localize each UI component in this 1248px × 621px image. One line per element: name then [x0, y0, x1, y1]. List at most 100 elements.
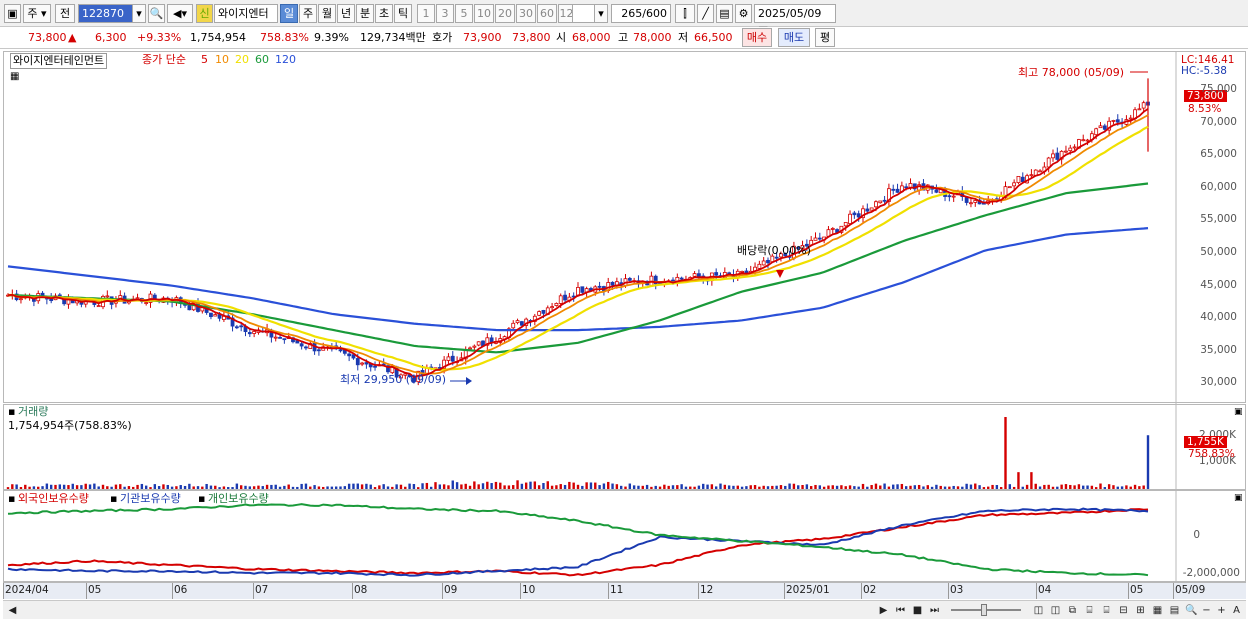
volume-bar [723, 484, 727, 489]
search-icon[interactable]: 🔍 [148, 4, 165, 23]
volume-bar [1051, 486, 1055, 489]
period-button-1[interactable]: 주 [299, 4, 317, 23]
buy-button[interactable]: 매수 [742, 28, 772, 47]
volume-last-pct: 758.83% [1188, 448, 1235, 460]
tool-icon-8[interactable]: ▦ [1152, 605, 1163, 616]
candle-body [973, 200, 978, 203]
ma120-line [7, 227, 1149, 332]
candle-body [399, 374, 403, 379]
scroll-left-icon[interactable]: ◀ [8, 605, 17, 616]
price-chart[interactable] [4, 52, 1247, 404]
chart-scrollbar[interactable]: ◀ ▶ ⏮ ■ ⏭ ◫ ◫ ⧉ ⌸ ⌸ ⊟ ⊞ ▦ ▤ 🔍 − + A [3, 600, 1246, 619]
count-field[interactable]: 265/600 [611, 4, 671, 23]
holding-close-icon[interactable]: ▣ [1234, 493, 1243, 503]
font-size-icon[interactable]: A [1233, 605, 1240, 616]
volume-bar [486, 481, 489, 489]
candle-body [338, 349, 343, 352]
window-icon[interactable]: ▣ [4, 4, 21, 23]
x-tick: 07 [255, 584, 269, 596]
number-button-3[interactable]: 10 [474, 4, 494, 23]
scroll-right-icon[interactable]: ▶ [879, 605, 888, 616]
volume-close-icon[interactable]: ▣ [1234, 407, 1243, 417]
candle-body [964, 197, 969, 203]
period-button-2[interactable]: 월 [318, 4, 336, 23]
volume-bar [62, 484, 66, 489]
volume-bar [740, 486, 744, 489]
candle-body [187, 305, 192, 311]
tool-icon-2[interactable]: ◫ [1050, 605, 1061, 616]
candle-body [679, 277, 684, 280]
volume-bar [231, 487, 234, 489]
tool-icon-7[interactable]: ⊞ [1136, 605, 1145, 616]
code-dropdown-icon[interactable]: ▾ [132, 4, 146, 23]
period-button-0[interactable]: 일 [280, 4, 298, 23]
volume-bar [54, 484, 57, 489]
volume-bar [339, 486, 342, 489]
code-input[interactable]: 122870 [78, 4, 146, 23]
fast-forward-icon[interactable]: ⏭ [930, 605, 939, 616]
date-field[interactable]: 2025/05/09 ▦ [754, 4, 836, 37]
blank-select-dropdown-icon[interactable]: ▾ [594, 4, 608, 23]
holding-chart[interactable] [4, 491, 1247, 583]
gear-icon[interactable]: ⚙ [735, 4, 752, 23]
period-button-6[interactable]: 틱 [394, 4, 412, 23]
volume-bar [434, 482, 437, 489]
candle-body [386, 365, 390, 373]
low-note: 최저 29,950 (09/09) [340, 373, 447, 386]
period-button-5[interactable]: 초 [375, 4, 393, 23]
period-select-value: 주 [27, 7, 38, 20]
zoom-search-icon[interactable]: 🔍 [1185, 605, 1198, 616]
volume-bar [857, 486, 860, 489]
zoom-out-icon[interactable]: − [1202, 605, 1211, 616]
volume-bar [710, 484, 714, 489]
volume-bar [149, 487, 152, 489]
tool-icon-4[interactable]: ⌸ [1086, 605, 1093, 616]
tool-icon-3[interactable]: ⧉ [1068, 605, 1077, 616]
volume-bar [594, 482, 597, 489]
tool-icon-9[interactable]: ▤ [1169, 605, 1180, 616]
candle-body [1081, 139, 1086, 142]
stop-icon[interactable]: ■ [912, 605, 923, 616]
volume-bar [900, 483, 904, 489]
volume-bar [512, 485, 515, 489]
volume-bar [1082, 485, 1085, 489]
number-button-2[interactable]: 5 [455, 4, 473, 23]
save-icon[interactable]: ▤ [716, 4, 733, 23]
number-button-0[interactable]: 1 [417, 4, 435, 23]
speaker-icon[interactable]: ◀▾ [167, 4, 193, 23]
period-button-4[interactable]: 분 [356, 4, 374, 23]
volume-bar [291, 486, 295, 489]
stock-name-field[interactable]: 와이지엔터 [214, 4, 278, 23]
tool-icon-6[interactable]: ⊟ [1119, 605, 1128, 616]
volume-bar [196, 486, 200, 489]
tool-icon-1[interactable]: ◫ [1033, 605, 1044, 616]
volume-bar [714, 486, 718, 489]
period-select[interactable]: 주 ▾ [23, 4, 51, 23]
line-tool-icon[interactable]: ╱ [697, 4, 714, 23]
number-button-1[interactable]: 3 [436, 4, 454, 23]
table-icon[interactable]: ▦ [10, 71, 20, 82]
number-button-6[interactable]: 60 [537, 4, 557, 23]
number-button-4[interactable]: 20 [495, 4, 515, 23]
volume-bar [97, 486, 100, 489]
candle-body [761, 260, 766, 266]
candle-type-icon[interactable]: ⫿ [675, 4, 695, 23]
volume-bar [41, 486, 44, 489]
sell-button[interactable]: 매도 [778, 28, 810, 47]
pyeong-button[interactable]: 평 [815, 28, 835, 47]
volume-bar [1120, 486, 1124, 489]
volume-bar [1077, 484, 1081, 489]
period-button-3[interactable]: 년 [337, 4, 355, 23]
rewind-icon[interactable]: ⏮ [896, 605, 905, 616]
tool-icon-5[interactable]: ⌸ [1103, 605, 1110, 616]
prev-button[interactable]: 전 [55, 4, 75, 23]
volume-chart[interactable] [4, 405, 1247, 491]
volume-bar [956, 486, 960, 489]
candle-body [1102, 125, 1107, 130]
indiv-holding-line [7, 503, 1149, 577]
sin-badge[interactable]: 신 [196, 4, 213, 23]
number-button-5[interactable]: 30 [516, 4, 536, 23]
zoom-slider-thumb[interactable] [981, 604, 987, 616]
volume-bar [179, 485, 182, 489]
zoom-in-icon[interactable]: + [1217, 605, 1226, 616]
